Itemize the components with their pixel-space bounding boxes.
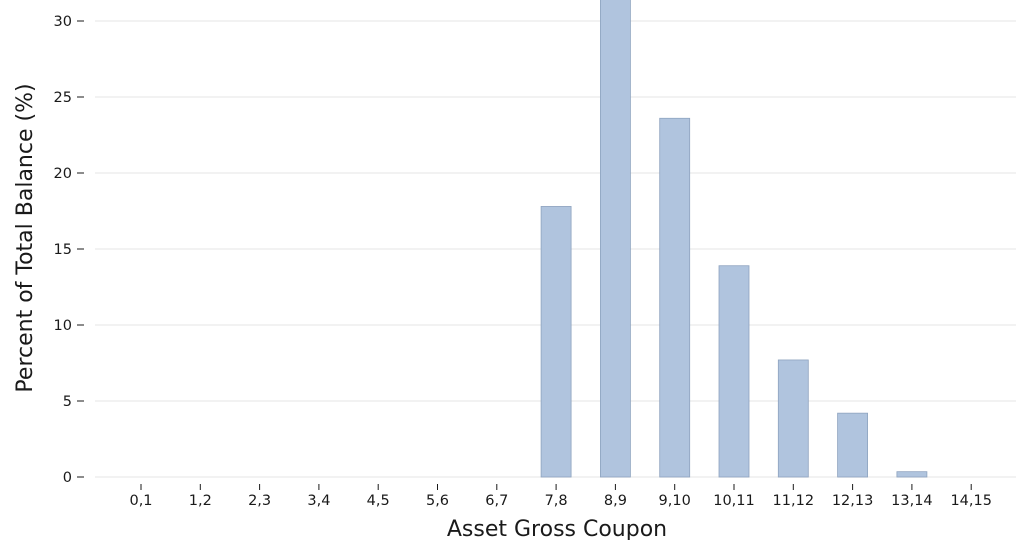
x-tick-label: 12,13 [832,493,874,509]
x-tick-label: 5,6 [426,493,449,509]
x-tick-label: 9,10 [659,493,691,509]
x-axis-label: Asset Gross Coupon [447,517,667,540]
x-tick-label: 2,3 [248,493,271,509]
y-tick-label: 25 [54,90,72,106]
x-tick-label: 3,4 [307,493,330,509]
x-tick-label: 1,2 [189,493,212,509]
bar [540,206,572,478]
y-axis-label: Percent of Total Balance (%) [13,83,38,392]
x-tick-label: 10,11 [713,493,755,509]
x-tick-label: 7,8 [545,493,568,509]
bar [718,265,750,478]
bar [896,471,928,478]
x-tick-label: 6,7 [485,493,508,509]
x-tick-label: 8,9 [604,493,627,509]
y-axis: 0 5 10 15 20 25 30 [54,14,84,486]
y-tick-label: 5 [63,394,72,410]
bar [600,0,631,478]
x-tick-label: 14,15 [950,493,992,509]
bars [540,0,928,478]
x-tick-label: 4,5 [367,493,390,509]
x-tick-label: 11,12 [773,493,815,509]
y-tick-label: 10 [54,318,72,334]
x-tick-label: 13,14 [891,493,933,509]
y-tick-label: 0 [63,470,72,486]
y-tick-label: 30 [54,14,72,30]
bar [659,117,691,478]
bar [777,359,809,478]
bar [837,412,868,478]
y-tick-label: 20 [54,166,72,182]
y-tick-label: 15 [54,242,72,258]
x-tick-label: 0,1 [129,493,152,509]
x-axis: 0,1 1,2 2,3 3,4 4,5 5,6 6,7 7,8 8,9 9,10 10,11 11,1… [129,484,992,509]
